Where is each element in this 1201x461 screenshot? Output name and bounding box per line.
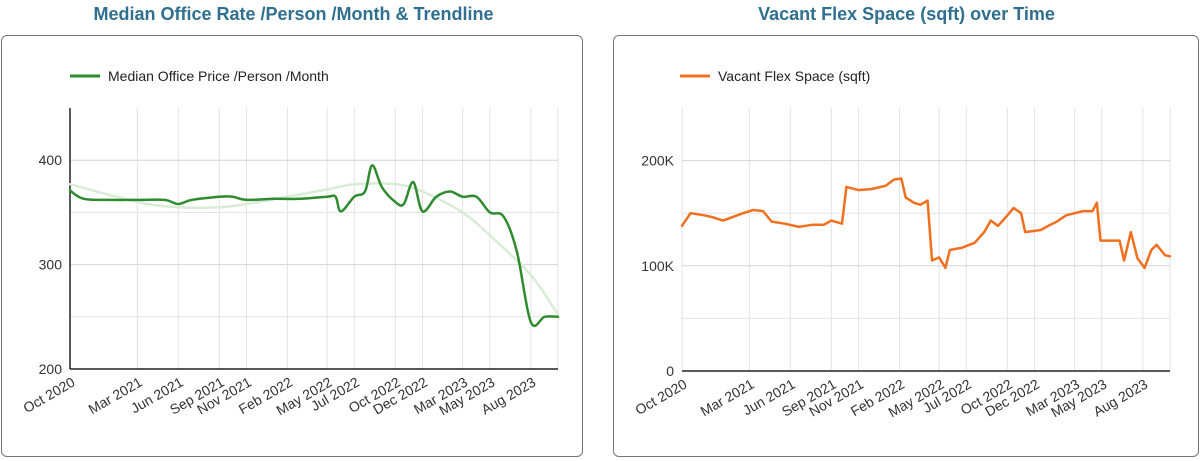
office-rate-ytick-1: 300 [39, 257, 63, 273]
office-rate-series-line [68, 164, 560, 328]
vacant-flex-xtick-0: Oct 2020 [632, 376, 689, 418]
office-rate-ytick-0: 200 [39, 361, 63, 377]
chart-card-vacant-flex: 0 100K 200K Oct 2020 Mar 2021 Jun 2021 Sep 202… [613, 35, 1199, 457]
office-rate-series-trendline [68, 182, 560, 316]
chart-card-office-rate: 200 300 400 Oct 2020 Mar 2021 Jun 2021 Sep 202… [1, 35, 583, 457]
office-rate-xtick-0: Oct 2020 [20, 374, 77, 416]
vacant-flex-series-line [680, 177, 1172, 270]
vacant-flex-legend-label: Vacant Flex Space (sqft) [718, 68, 870, 84]
chart-title-office-rate: Median Office Rate /Person /Month & Tren… [93, 4, 494, 24]
office-rate-legend-label: Median Office Price /Person /Month [108, 68, 329, 84]
vacant-flex-ytick-0: 0 [666, 363, 674, 379]
chart-title-vacant-flex: Vacant Flex Space (sqft) over Time [758, 4, 1055, 24]
vacant-flex-ytick-2: 200K [641, 153, 674, 169]
office-rate-ytick-2: 400 [39, 152, 63, 168]
vacant-flex-ytick-1: 100K [641, 258, 674, 274]
